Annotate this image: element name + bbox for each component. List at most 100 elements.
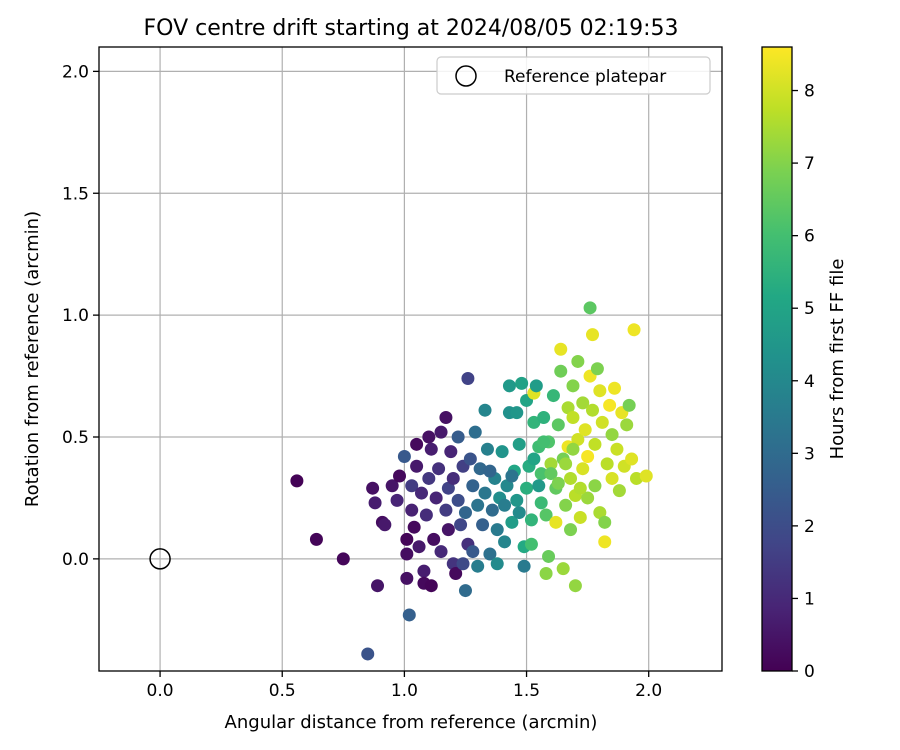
data-point: [590, 362, 604, 376]
y-tick-label: 2.0: [62, 62, 89, 82]
colorbar-tick-label: 4: [804, 372, 815, 392]
data-point: [554, 342, 568, 356]
data-point: [417, 564, 431, 578]
data-point: [588, 479, 602, 493]
data-point: [532, 479, 546, 493]
data-point: [520, 481, 534, 495]
data-point: [505, 469, 519, 483]
data-point: [524, 513, 538, 527]
data-point: [422, 471, 436, 485]
colorbar-tick-label: 8: [804, 82, 815, 102]
data-point: [432, 462, 446, 476]
data-point: [502, 379, 516, 393]
data-point: [290, 474, 304, 488]
data-point: [439, 503, 453, 517]
data-point: [581, 450, 595, 463]
data-point: [480, 442, 494, 456]
data-point: [593, 384, 607, 398]
data-point: [441, 523, 455, 537]
data-point: [368, 496, 382, 510]
data-point: [573, 510, 587, 524]
x-tick-label: 2.0: [635, 681, 662, 701]
data-point: [586, 328, 600, 342]
colorbar-tick-label: 0: [804, 662, 815, 682]
y-tick-label: 1.0: [62, 306, 89, 326]
data-point: [608, 381, 622, 395]
data-point: [566, 379, 580, 393]
data-point: [500, 479, 514, 493]
data-point: [366, 481, 380, 495]
data-point: [309, 532, 323, 546]
data-point: [498, 535, 512, 549]
data-point: [629, 471, 643, 485]
chart-title: FOV centre drift starting at 2024/08/05 …: [144, 16, 679, 41]
data-point: [527, 452, 541, 466]
data-point: [485, 503, 499, 517]
data-point: [551, 418, 565, 432]
data-point: [463, 452, 477, 466]
data-point: [571, 432, 585, 446]
data-point: [559, 498, 573, 512]
data-point: [407, 520, 421, 534]
data-point: [427, 532, 441, 546]
data-point: [512, 506, 526, 520]
data-point: [542, 549, 556, 563]
data-point: [527, 415, 541, 429]
data-point: [517, 559, 531, 573]
data-point: [419, 508, 433, 522]
data-point: [510, 493, 524, 507]
data-point: [564, 523, 578, 537]
data-point: [512, 437, 526, 451]
data-point: [537, 435, 551, 449]
data-point: [544, 467, 558, 481]
data-point: [456, 557, 470, 571]
data-point: [451, 430, 465, 444]
data-point: [458, 506, 472, 520]
legend-reference-marker-icon: [455, 65, 477, 87]
data-point: [576, 462, 590, 476]
data-point: [576, 396, 590, 410]
data-point: [598, 535, 612, 549]
data-point: [610, 442, 624, 456]
data-point: [454, 518, 468, 532]
data-point: [461, 372, 475, 385]
data-point: [620, 418, 634, 432]
legend-label: Reference platepar: [504, 67, 666, 87]
data-point: [458, 584, 472, 598]
data-point: [490, 557, 504, 571]
data-point: [434, 545, 448, 559]
colorbar-tick-label: 7: [804, 154, 815, 174]
data-point: [400, 547, 414, 561]
colorbar-ticks: 0 1 2 3 4 5 6 7 8: [792, 82, 815, 682]
y-tick-label: 0.5: [62, 428, 89, 448]
data-point: [539, 508, 553, 522]
data-point: [588, 437, 602, 451]
colorbar-label: Hours from first FF file: [827, 259, 848, 460]
data-point: [581, 491, 595, 505]
data-point: [476, 518, 490, 532]
reference-platepar-marker: [149, 548, 171, 570]
data-point: [424, 579, 438, 593]
data-point: [434, 425, 448, 439]
data-point: [444, 445, 458, 459]
data-point: [505, 515, 519, 529]
data-point: [495, 445, 509, 459]
data-point: [605, 428, 619, 442]
data-point: [534, 496, 548, 510]
x-tick-label: 0.5: [269, 681, 296, 701]
data-point: [537, 411, 551, 424]
data-point: [471, 498, 485, 512]
data-point: [422, 430, 436, 444]
x-tick-label: 1.0: [391, 681, 418, 701]
x-axis-label: Angular distance from reference (arcmin): [225, 712, 598, 733]
data-point: [400, 571, 414, 585]
y-tick-label: 0.0: [62, 550, 89, 570]
data-point: [603, 398, 617, 412]
data-point: [593, 506, 607, 520]
legend: Reference platepar: [436, 56, 711, 95]
data-point: [600, 457, 614, 471]
data-point: [393, 469, 407, 483]
plot-frame: [98, 46, 723, 672]
